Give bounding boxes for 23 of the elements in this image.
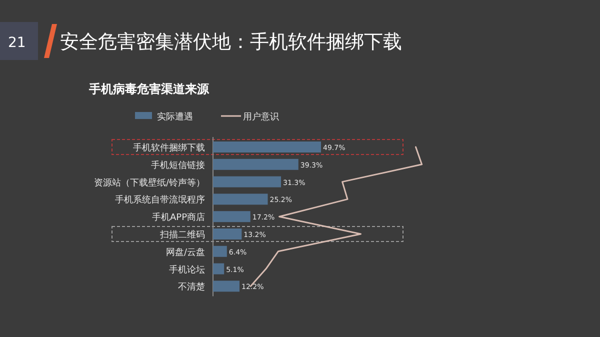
- y-tick-label: 手机论坛: [169, 264, 205, 276]
- bar: [213, 211, 250, 222]
- legend-label: 实际遭遇: [157, 112, 193, 122]
- chart-title: 安全危害密集潜伏地：手机软件捆绑下载: [60, 31, 402, 53]
- y-tick-label: 手机软件捆绑下载: [133, 142, 205, 154]
- y-tick-label: 手机短信链接: [151, 160, 205, 171]
- y-tick-label: 资源站（下载壁纸/铃声等）: [94, 177, 205, 188]
- bar: [213, 194, 268, 205]
- bar: [213, 280, 240, 292]
- y-tick-label: 手机系统自带流氓程序: [115, 194, 205, 206]
- y-tick-label: 扫描二维码: [159, 230, 205, 240]
- text: 21: [8, 35, 26, 51]
- bar: [213, 142, 321, 152]
- y-tick-label: 手机APP商店: [152, 212, 205, 224]
- bar: [213, 176, 282, 188]
- y-tick-label: 不清楚: [178, 282, 205, 293]
- bar: [213, 158, 298, 170]
- bar: [213, 263, 224, 274]
- chart-subtitle: 手机病毒危害渠道来源: [88, 82, 210, 96]
- bar: [213, 228, 242, 240]
- bar: [213, 246, 227, 257]
- y-tick-label: 网盘/云盘: [166, 246, 205, 258]
- legend-label: 用户意识: [243, 112, 279, 122]
